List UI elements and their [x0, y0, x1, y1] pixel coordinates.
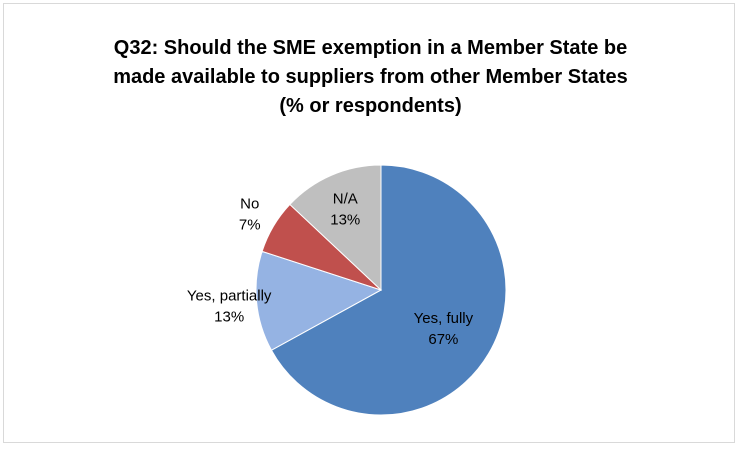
pie-label-value: 7% [239, 216, 261, 233]
pie-label-yes-fully: Yes, fully 67% [414, 310, 474, 348]
pie-slice-yes-fully [270, 164, 507, 416]
pie-label-category: No [240, 195, 259, 212]
pie-label-yes-partially: Yes, partially 13% [187, 287, 272, 325]
pie-label-category: N/A [333, 190, 358, 207]
pie-label-value: 67% [428, 331, 458, 348]
chart-title-line-1: Q32: Should the SME exemption in a Membe… [113, 37, 628, 59]
pie-slice-yes-partially [255, 250, 383, 351]
pie-label-category: Yes, partially [187, 287, 272, 304]
pie-label-value: 13% [330, 211, 360, 228]
chart-title-line-2: made available to suppliers from other M… [113, 66, 628, 88]
pie-label-value: 13% [214, 308, 244, 325]
pie-label-category: Yes, fully [414, 310, 474, 327]
pie-label-n-a: N/A 13% [330, 190, 360, 228]
pie-slice-n-a [289, 164, 382, 292]
chart-title-line-3: (% or respondents) [279, 95, 462, 117]
chart-title: Q32: Should the SME exemption in a Membe… [0, 34, 741, 121]
pie-label-no: No 7% [239, 195, 261, 233]
